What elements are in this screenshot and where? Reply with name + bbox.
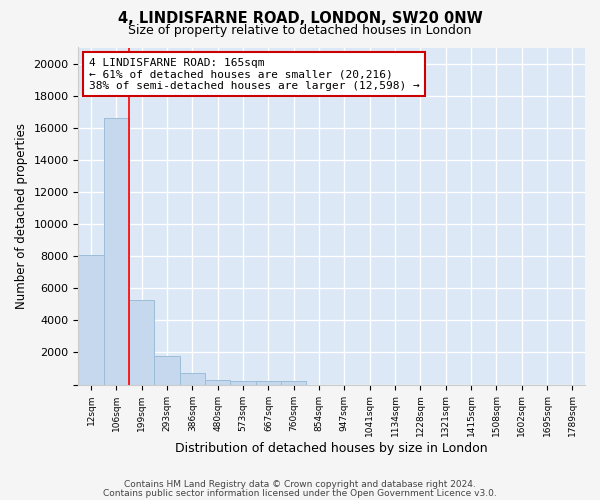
Text: Contains public sector information licensed under the Open Government Licence v3: Contains public sector information licen… <box>103 488 497 498</box>
Y-axis label: Number of detached properties: Number of detached properties <box>15 123 28 309</box>
X-axis label: Distribution of detached houses by size in London: Distribution of detached houses by size … <box>175 442 488 455</box>
Bar <box>104 118 129 384</box>
Bar <box>256 382 281 384</box>
Bar <box>281 382 307 384</box>
Bar <box>205 380 230 384</box>
Bar <box>230 382 256 384</box>
Bar <box>129 300 154 384</box>
Text: 4 LINDISFARNE ROAD: 165sqm
← 61% of detached houses are smaller (20,216)
38% of : 4 LINDISFARNE ROAD: 165sqm ← 61% of deta… <box>89 58 419 91</box>
Bar <box>79 254 104 384</box>
Text: Contains HM Land Registry data © Crown copyright and database right 2024.: Contains HM Land Registry data © Crown c… <box>124 480 476 489</box>
Text: Size of property relative to detached houses in London: Size of property relative to detached ho… <box>128 24 472 37</box>
Text: 4, LINDISFARNE ROAD, LONDON, SW20 0NW: 4, LINDISFARNE ROAD, LONDON, SW20 0NW <box>118 11 482 26</box>
Bar <box>180 372 205 384</box>
Bar <box>154 356 180 384</box>
